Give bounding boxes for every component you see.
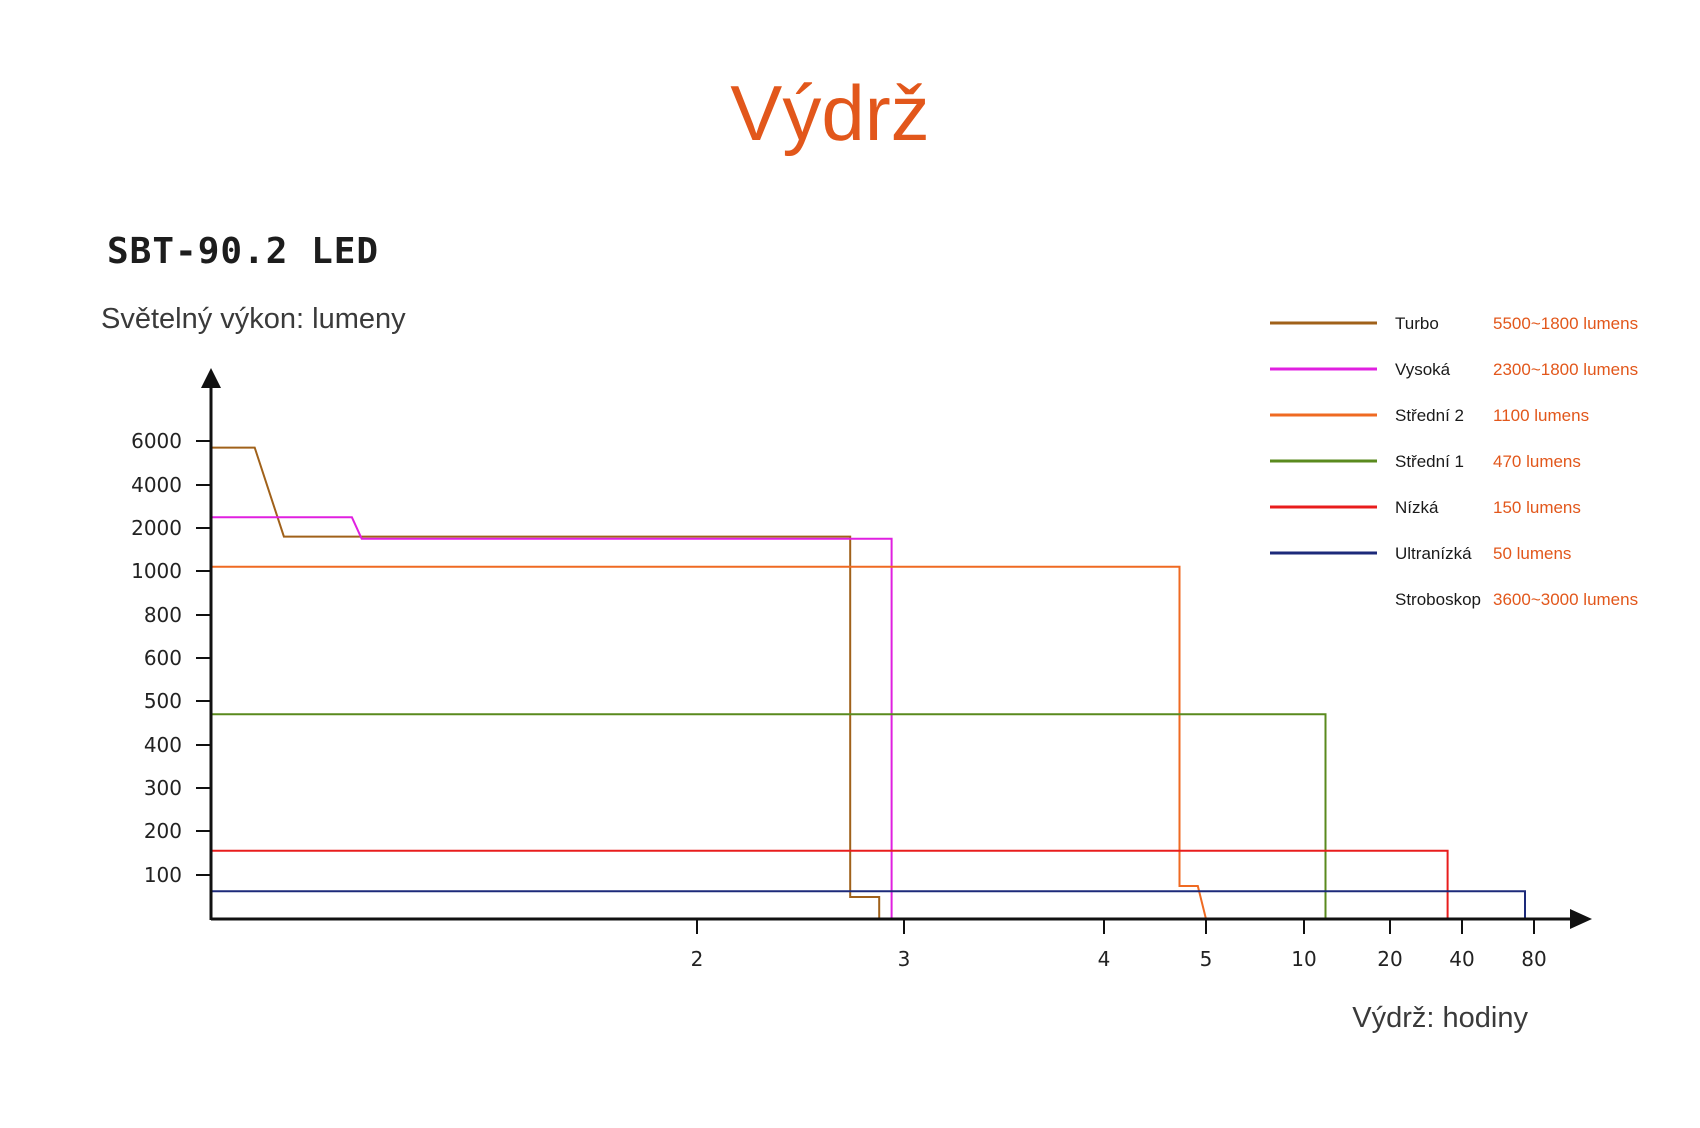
legend-series-value: 1100 lumens	[1493, 406, 1589, 425]
legend-series-value: 5500~1800 lumens	[1493, 314, 1638, 333]
series-line-4	[211, 849, 1449, 919]
x-axis-arrow-icon	[1570, 909, 1592, 929]
page-title: Výdrž	[730, 69, 929, 157]
legend-series-name: Střední 1	[1395, 452, 1464, 471]
legend-series-name: Střední 2	[1395, 406, 1464, 425]
legend-series-value: 150 lumens	[1493, 498, 1581, 517]
y-tick-label: 400	[144, 733, 182, 757]
x-ticks: 2 3 4 5 10 20 40 80	[691, 919, 1547, 971]
legend-series-name: Ultranízká	[1395, 544, 1472, 563]
y-tick-label: 200	[144, 819, 182, 843]
legend-series-name: Vysoká	[1395, 360, 1451, 379]
x-tick-label: 4	[1098, 947, 1111, 971]
legend-series-name: Turbo	[1395, 314, 1439, 333]
y-tick-label: 6000	[131, 429, 182, 453]
y-tick-label: 300	[144, 776, 182, 800]
legend-series-value: 3600~3000 lumens	[1493, 590, 1638, 609]
y-axis-label: Světelný výkon: lumeny	[101, 303, 406, 335]
y-ticks: 100 200 300 400 500 600 800 1000 2000 4000 6000	[131, 429, 211, 887]
x-tick-label: 2	[691, 947, 704, 971]
axes	[201, 368, 1592, 929]
series-line-2	[211, 565, 1207, 920]
x-tick-label: 20	[1377, 947, 1402, 971]
x-tick-label: 40	[1449, 947, 1474, 971]
x-tick-label: 3	[898, 947, 911, 971]
x-axis-label: Výdrž: hodiny	[1352, 1002, 1528, 1034]
legend-series-name: Stroboskop	[1395, 590, 1481, 609]
series-line-5	[211, 890, 1526, 919]
x-tick-label: 10	[1291, 947, 1316, 971]
series-line-1	[211, 516, 893, 919]
y-tick-label: 1000	[131, 559, 182, 583]
y-tick-label: 600	[144, 646, 182, 670]
y-tick-label: 500	[144, 689, 182, 713]
legend-series-name: Nízká	[1395, 498, 1439, 517]
y-tick-label: 4000	[131, 473, 182, 497]
series-layer	[211, 446, 1526, 920]
x-tick-label: 5	[1200, 947, 1213, 971]
model-title: SBT-90.2 LED	[107, 231, 379, 272]
y-tick-label: 800	[144, 603, 182, 627]
y-tick-label: 2000	[131, 516, 182, 540]
series-line-3	[211, 713, 1327, 919]
series-line-0	[211, 446, 881, 919]
legend: Turbo 5500~1800 lumens Vysoká 2300~1800 lum…	[1270, 314, 1638, 609]
legend-series-value: 470 lumens	[1493, 452, 1581, 471]
y-axis-arrow-icon	[201, 368, 221, 388]
y-tick-label: 100	[144, 863, 182, 887]
legend-series-value: 50 lumens	[1493, 544, 1571, 563]
legend-series-value: 2300~1800 lumens	[1493, 360, 1638, 379]
x-tick-label: 80	[1521, 947, 1546, 971]
